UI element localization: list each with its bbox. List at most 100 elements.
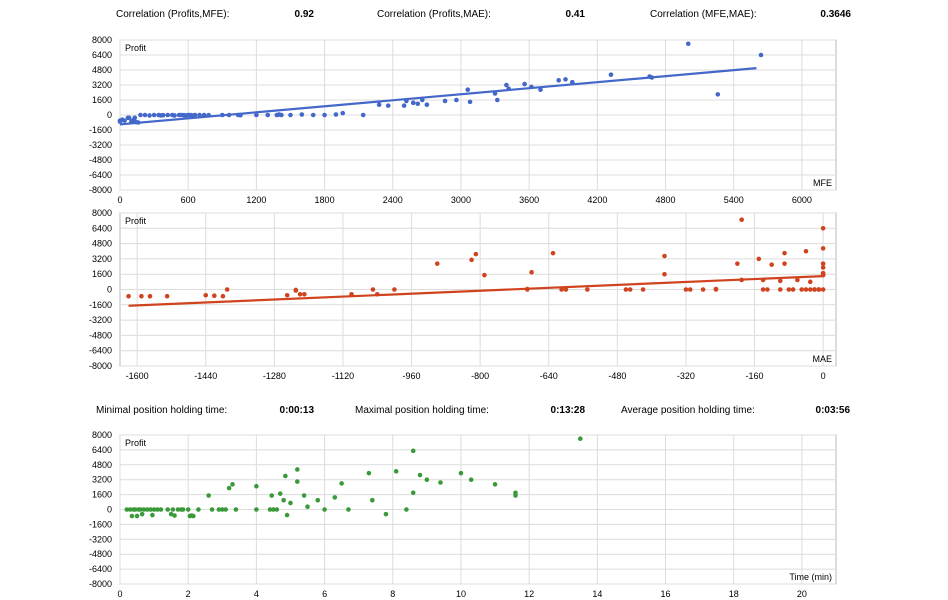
data-point (216, 507, 222, 512)
data-point (279, 112, 284, 118)
data-point (786, 287, 792, 292)
data-point (820, 287, 826, 292)
data-point (254, 112, 259, 118)
data-point (777, 287, 783, 292)
data-point (131, 117, 136, 122)
corr-profits-mae-label: Correlation (Profits,MAE): (377, 9, 491, 20)
x-tick-label: 4800 (656, 195, 676, 205)
data-point (687, 287, 693, 292)
chart-time: 0 2 4 6 8 10 12 14 16 18 20 8000 6400 4800 3200 1600 0 -1… (89, 430, 837, 599)
data-point (284, 512, 290, 518)
data-point (340, 110, 346, 116)
y-tick-label: -1600 (89, 519, 112, 529)
data-point (492, 482, 498, 487)
data-point (129, 513, 135, 519)
data-point (283, 473, 288, 479)
data-point (281, 497, 286, 503)
x-tick-label: -1600 (126, 371, 149, 381)
x-tick-label: 3000 (451, 195, 471, 205)
data-point (209, 507, 215, 512)
avg-holding-label: Average position holding time: (621, 405, 755, 416)
data-point (777, 278, 783, 284)
data-point (150, 512, 155, 518)
data-point (333, 112, 339, 117)
data-point (138, 112, 143, 118)
y-tick-label: -6400 (89, 170, 112, 180)
data-point (346, 507, 351, 512)
x-tick-label: -960 (403, 371, 421, 381)
data-point (148, 507, 153, 512)
x-tick-label: 600 (181, 195, 196, 205)
y-tick-label: 0 (107, 285, 112, 295)
data-point (465, 87, 471, 92)
max-holding-value: 0:13:28 (550, 405, 585, 416)
x-tick-label: 20 (797, 589, 807, 599)
data-point (370, 287, 376, 292)
data-point (473, 251, 479, 257)
data-point (662, 253, 667, 259)
data-point (196, 507, 201, 512)
data-point (550, 250, 556, 256)
data-point (147, 293, 153, 299)
data-point (151, 507, 157, 512)
data-point (807, 279, 813, 285)
y-tick-label: 4800 (92, 65, 112, 75)
x-axis-label: MAE (812, 354, 832, 364)
data-point (172, 113, 177, 118)
data-point (301, 493, 307, 498)
y-tick-label: 3200 (92, 254, 112, 264)
data-point (434, 261, 440, 266)
data-point (469, 257, 474, 263)
data-point (360, 112, 366, 118)
data-point (172, 513, 177, 518)
x-axis-label: Time (min) (789, 572, 832, 582)
data-point (467, 99, 473, 105)
data-point (339, 481, 344, 486)
data-point (415, 101, 421, 107)
data-point (513, 493, 518, 498)
x-tick-label: 6 (322, 589, 327, 599)
data-point (267, 507, 273, 512)
data-point (495, 97, 500, 103)
y-tick-label: 8000 (92, 430, 112, 440)
data-point (468, 477, 474, 483)
y-tick-label: 6400 (92, 50, 112, 60)
data-point (138, 507, 143, 512)
data-point (230, 482, 235, 487)
x-tick-label: -1120 (332, 371, 354, 381)
data-point (170, 507, 176, 512)
data-point (294, 467, 300, 472)
data-point (662, 271, 667, 277)
data-point (284, 292, 290, 298)
corr-profits-mfe-value: 0.92 (294, 9, 314, 20)
data-point (410, 100, 416, 106)
data-point (393, 469, 399, 474)
data-point (782, 250, 787, 256)
data-point (315, 497, 321, 503)
data-point (134, 513, 140, 519)
y-axis-label: Profit (125, 43, 147, 53)
y-tick-label: -3200 (89, 140, 112, 150)
data-point (438, 480, 443, 485)
x-tick-label: 14 (592, 589, 602, 599)
y-tick-label: 4800 (92, 239, 112, 249)
data-point (310, 112, 316, 118)
x-tick-label: -160 (746, 371, 764, 381)
data-point (683, 287, 689, 292)
data-point (185, 507, 191, 512)
y-tick-label: 1600 (92, 95, 112, 105)
data-point (504, 82, 509, 88)
data-point (133, 507, 138, 512)
data-point (795, 277, 800, 283)
data-point (192, 112, 198, 118)
data-point (305, 504, 310, 510)
data-point (142, 112, 148, 118)
y-tick-label: 4800 (92, 460, 112, 470)
data-point (226, 485, 232, 491)
x-tick-label: 4 (254, 589, 259, 599)
data-point (640, 287, 646, 292)
data-point (608, 72, 614, 77)
data-point (807, 287, 813, 292)
data-point (127, 507, 133, 512)
